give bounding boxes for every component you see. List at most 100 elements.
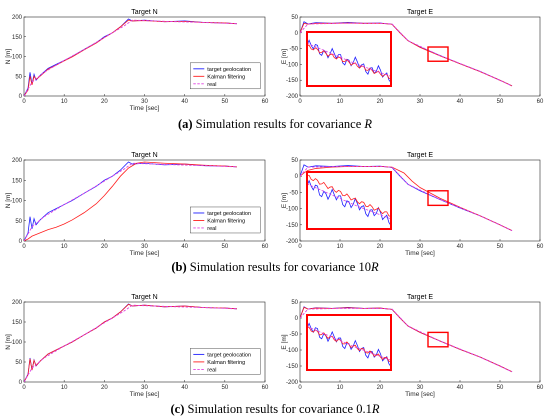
inset-frame: [306, 31, 392, 87]
inset-series-real: [307, 42, 391, 77]
y-tick-label: 0: [19, 380, 23, 386]
legend-entry: real: [207, 367, 216, 373]
x-tick-label: 10: [337, 385, 344, 391]
legend-entry: real: [207, 226, 216, 232]
legend-entry: Kalman filtering: [207, 218, 245, 224]
legend-entry: Kalman filtering: [207, 360, 245, 366]
x-axis-label: Time [sec]: [405, 250, 435, 257]
inset-series-target-geolocation: [307, 39, 391, 84]
x-tick-label: 10: [337, 244, 344, 250]
x-tick-label: 50: [221, 385, 228, 391]
x-tick-label: 20: [101, 244, 108, 250]
y-tick-label: 0: [295, 31, 299, 37]
y-tick-label: 200: [12, 15, 23, 21]
x-axis-label: Time [sec]: [405, 391, 435, 398]
y-tick-label: 200: [12, 158, 23, 164]
inset-background: [307, 172, 391, 229]
x-axis-label: Time [sec]: [130, 391, 160, 398]
x-tick-label: 0: [22, 385, 26, 391]
inset-series-target-geolocation: [307, 179, 391, 226]
y-axis-label: N [m]: [5, 334, 12, 350]
legend-entry: real: [207, 82, 216, 88]
chart-panel-b-left: 0 10 20 30 40 50 60 0 50 100 150 200 Target N Time [s…: [5, 152, 269, 257]
y-tick-label: -150: [286, 78, 299, 84]
x-tick-label: 50: [497, 244, 504, 250]
x-tick-label: 30: [417, 99, 424, 105]
chart-title: Target E: [407, 152, 433, 159]
zoom-inset: [306, 314, 392, 371]
y-tick-label: 50: [15, 360, 22, 366]
caption-c: (c) Simulation results for covariance 0.…: [170, 402, 380, 416]
y-tick-label: 100: [12, 199, 23, 205]
y-tick-label: -100: [286, 207, 299, 213]
series-line-real: [24, 162, 237, 241]
caption-b: (b) Simulation results for covariance 10…: [171, 260, 379, 274]
x-tick-label: 10: [61, 99, 68, 105]
zoom-region-box: [427, 190, 449, 207]
x-tick-label: 0: [298, 244, 302, 250]
x-tick-label: 60: [537, 385, 544, 391]
y-tick-label: 50: [291, 15, 298, 21]
y-tick-label: 50: [15, 219, 22, 225]
legend-frame: [190, 62, 261, 90]
x-tick-label: 40: [181, 99, 188, 105]
zoom-inset: [306, 31, 392, 87]
y-tick-label: -50: [289, 47, 298, 53]
y-tick-label: 50: [291, 300, 298, 306]
y-tick-label: -150: [286, 223, 299, 229]
y-tick-label: -200: [286, 239, 299, 245]
y-tick-label: -150: [286, 364, 299, 370]
x-tick-label: 0: [22, 99, 26, 105]
inset-frame: [306, 171, 392, 230]
chart-panel-c-left: 0 10 20 30 40 50 60 0 50 100 150 200 Target N Time [s…: [5, 294, 269, 398]
inset-series-real: [307, 326, 391, 361]
x-tick-label: 40: [457, 99, 464, 105]
y-axis-label: E [m]: [281, 49, 288, 64]
y-axis-label: N [m]: [5, 193, 12, 209]
y-axis-label: E [m]: [281, 334, 288, 349]
x-tick-label: 20: [377, 244, 384, 250]
y-tick-label: -50: [289, 190, 298, 196]
x-tick-label: 20: [101, 385, 108, 391]
inset-series-kalman-filtering: [307, 174, 391, 218]
series-line-real: [24, 19, 237, 96]
y-tick-label: 50: [291, 158, 298, 164]
legend-entry: target geolocation: [207, 67, 251, 73]
y-tick-label: 0: [19, 94, 23, 100]
y-tick-label: 0: [295, 174, 299, 180]
x-tick-label: 30: [141, 244, 148, 250]
x-tick-label: 30: [417, 385, 424, 391]
inset-series-kalman-filtering: [307, 44, 391, 80]
y-tick-label: 200: [12, 300, 23, 306]
inset-series-target-geolocation: [307, 322, 391, 367]
zoom-inset: [306, 171, 392, 230]
x-tick-label: 10: [61, 385, 68, 391]
series-line-real: [24, 304, 237, 382]
legend-entry: Kalman filtering: [207, 74, 245, 80]
x-tick-label: 40: [181, 244, 188, 250]
y-tick-label: 150: [12, 178, 23, 184]
legend-entry: target geolocation: [207, 211, 251, 217]
y-tick-label: 50: [15, 74, 22, 80]
x-tick-label: 30: [141, 385, 148, 391]
inset-series-real: [307, 183, 391, 220]
x-tick-label: 50: [497, 99, 504, 105]
x-tick-label: 60: [537, 244, 544, 250]
series-line-kalman-filtering: [24, 161, 237, 241]
x-axis-label: Time [sec]: [130, 105, 160, 112]
x-tick-label: 50: [221, 99, 228, 105]
chart-panel-c-right: 0 10 20 30 40 50 60 -200 -150 -100 -50 0 50 Target E T…: [281, 294, 544, 398]
legend-entry: target geolocation: [207, 352, 251, 358]
chart-title: Target N: [131, 294, 157, 301]
chart-title: Target N: [131, 9, 157, 16]
x-tick-label: 20: [101, 99, 108, 105]
x-axis-label: Time [sec]: [130, 250, 160, 257]
x-tick-label: 40: [457, 244, 464, 250]
legend-frame: [190, 348, 261, 375]
chart-panel-a-left: 0 10 20 30 40 50 60 0 50 100 150 200 Target N Time [s…: [5, 9, 269, 112]
x-tick-label: 0: [22, 244, 26, 250]
y-axis-label: E [m]: [281, 193, 288, 208]
inset-background: [307, 315, 391, 370]
x-tick-label: 60: [537, 99, 544, 105]
